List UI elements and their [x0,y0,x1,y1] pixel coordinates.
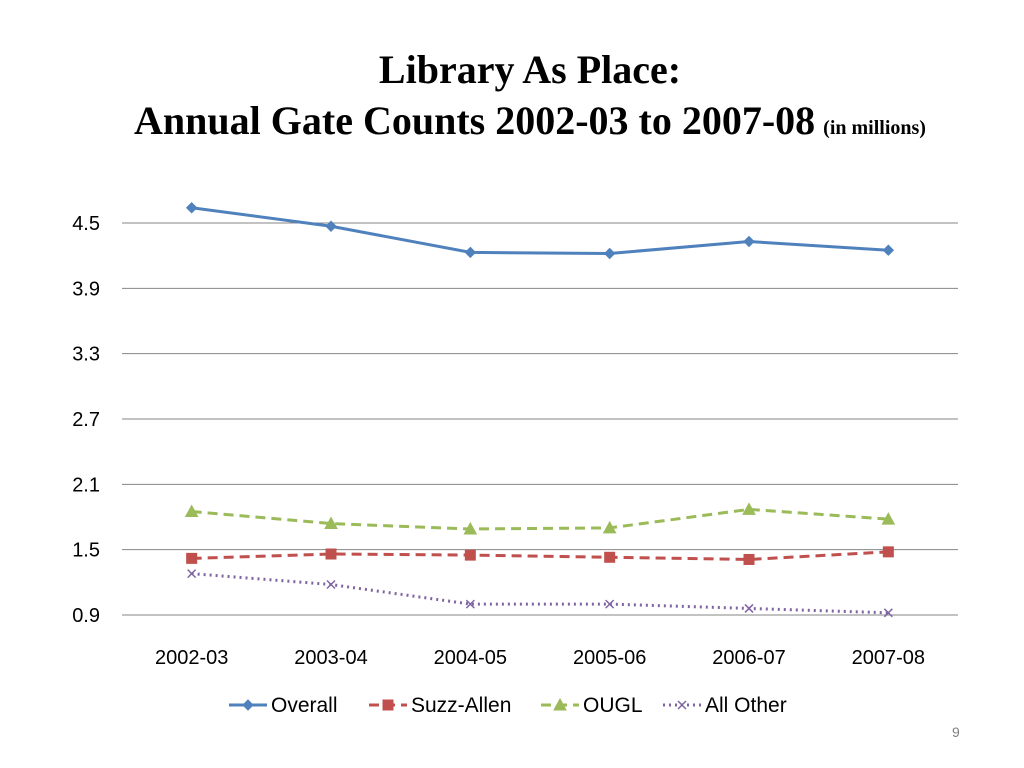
legend-label: Suzz-Allen [411,694,511,717]
x-tick-label: 2007-08 [852,647,925,669]
legend-item-ougl: OUGL [541,694,643,717]
legend-label: Overall [271,694,338,717]
y-tick-label: 3.3 [72,344,100,366]
data-point-overall [603,247,616,260]
data-point-suzz-allen [464,549,476,561]
data-point-suzz-allen [325,548,337,560]
data-point-all-other [605,599,615,609]
data-point-ougl [742,502,756,515]
data-point-suzz-allen [186,552,198,564]
series-line-overall [191,206,889,255]
data-point-overall [325,220,337,232]
legend-item-suzz-allen: Suzz-Allen [369,694,511,717]
data-point-suzz-allen [882,546,894,558]
legend-item-overall: Overall [229,694,338,717]
data-point-overall [743,235,755,248]
y-tick-label: 1.5 [72,540,100,562]
data-point-ougl [324,516,338,530]
title-line-1: Library As Place: [378,47,682,92]
data-point-ougl [881,512,896,525]
legend-marker [242,699,254,711]
y-axis-ticks: 0.9 1.5 2.1 2.7 3.3 3.9 4.5 [72,213,100,627]
data-point-all-other [326,579,336,590]
data-point-overall [882,244,895,256]
legend-marker [553,697,567,711]
title-line-2-text: Annual Gate Counts 2002-03 to 2007-08 [134,98,816,143]
gridlines [122,222,958,616]
series-line-ougl [191,507,889,531]
data-point-all-other [883,608,893,618]
series-line-all-other [191,572,889,615]
data-point-ougl [184,504,199,518]
y-tick-label: 0.9 [72,605,100,627]
y-tick-label: 3.9 [72,278,100,300]
legend: Overall Suzz-Allen OUGL All Other [229,694,787,717]
x-tick-label: 2004-05 [434,647,507,669]
data-point-all-other [187,569,197,579]
x-tick-label: 2006-07 [712,647,785,669]
series-line-suzz-allen [191,550,889,561]
data-point-all-other [744,603,754,613]
title-line-2: Annual Gate Counts 2002-03 to 2007-08 (in… [0,96,1024,153]
data-point-overall [464,246,477,259]
x-tick-label: 2005-06 [573,647,646,669]
legend-label: All Other [705,694,787,717]
data-point-overall [185,202,198,214]
legend-label: OUGL [583,694,643,717]
y-tick-label: 2.7 [72,409,100,431]
series-overall [185,202,895,260]
data-point-ougl [463,521,478,535]
x-tick-label: 2003-04 [294,647,367,669]
title-unit: (in millions) [823,117,926,139]
series-ougl [184,502,896,535]
x-axis-ticks: 2002-03 2003-04 2004-05 2005-06 2006-07 2007-… [155,647,925,669]
y-tick-label: 4.5 [72,213,100,235]
chart-title: Library As Place: Annual Gate Counts 200… [0,44,1024,153]
page-number: 9 [952,724,960,740]
series-all-other [187,569,893,618]
y-tick-label: 2.1 [72,474,100,496]
x-tick-label: 2002-03 [155,647,228,669]
data-point-suzz-allen [743,553,755,565]
series-suzz-allen [186,546,894,565]
data-point-all-other [465,599,475,609]
series-group [184,202,896,618]
data-point-suzz-allen [604,551,616,563]
legend-marker [382,699,394,711]
data-point-ougl [602,520,617,534]
legend-marker [677,700,687,710]
legend-item-all-other: All Other [663,694,787,717]
